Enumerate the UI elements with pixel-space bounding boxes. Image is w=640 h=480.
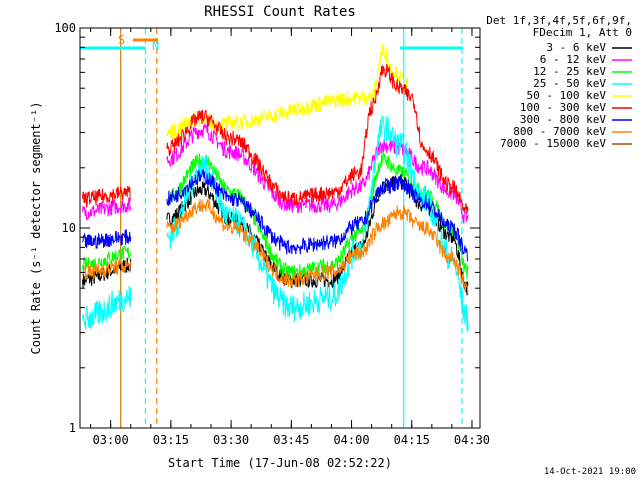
annotation-label: N <box>152 39 159 53</box>
y-axis-label: Count Rate (s⁻¹ detector segment⁻¹) <box>29 102 43 355</box>
footer-timestamp: 14-Oct-2021 19:00 <box>544 467 636 477</box>
y-tick-label: 10 <box>62 221 76 235</box>
legend-header-line-1: Det 1f,3f,4f,5f,6f,9f, <box>486 14 632 27</box>
legend: Det 1f,3f,4f,5f,6f,9f, FDecim 1, Att 0 3… <box>486 14 632 150</box>
x-tick-label: 04:00 <box>333 433 369 447</box>
legend-label: 3 - 6 keV <box>546 41 606 54</box>
series-line <box>82 123 469 224</box>
series-line <box>166 43 409 140</box>
legend-label: 6 - 12 keV <box>540 53 607 66</box>
legend-label: 300 - 800 keV <box>520 113 606 126</box>
legend-label: 25 - 50 keV <box>533 77 606 90</box>
axis-ticks: 03:00 03:15 03:30 03:45 04:00 04:15 04:30 1 10 10… <box>54 21 490 447</box>
x-tick-label: 03:30 <box>213 433 249 447</box>
annotation-label: S <box>118 33 125 47</box>
x-tick-label: 03:45 <box>273 433 309 447</box>
chart-title: RHESSI Count Rates <box>204 4 356 20</box>
legend-label: 100 - 300 keV <box>520 101 606 114</box>
x-tick-label: 03:15 <box>153 433 189 447</box>
series-line <box>82 63 469 214</box>
legend-label: 12 - 25 keV <box>533 65 606 78</box>
x-tick-label: 03:00 <box>93 433 129 447</box>
legend-label: 50 - 100 keV <box>527 89 607 102</box>
series-layer <box>82 43 469 332</box>
legend-header-line-2: FDecim 1, Att 0 <box>533 26 632 39</box>
vertical-markers <box>120 28 463 428</box>
series-line <box>82 197 469 296</box>
legend-label: 800 - 7000 keV <box>513 125 606 138</box>
legend-label: 7000 - 15000 keV <box>500 137 606 150</box>
x-tick-label: 04:30 <box>454 433 490 447</box>
x-tick-label: 04:15 <box>394 433 430 447</box>
y-tick-label: 100 <box>54 21 76 35</box>
y-tick-label: 1 <box>69 421 76 435</box>
series-line <box>82 169 468 262</box>
x-axis-label: Start Time (17-Jun-08 02:52:22) <box>168 456 392 470</box>
